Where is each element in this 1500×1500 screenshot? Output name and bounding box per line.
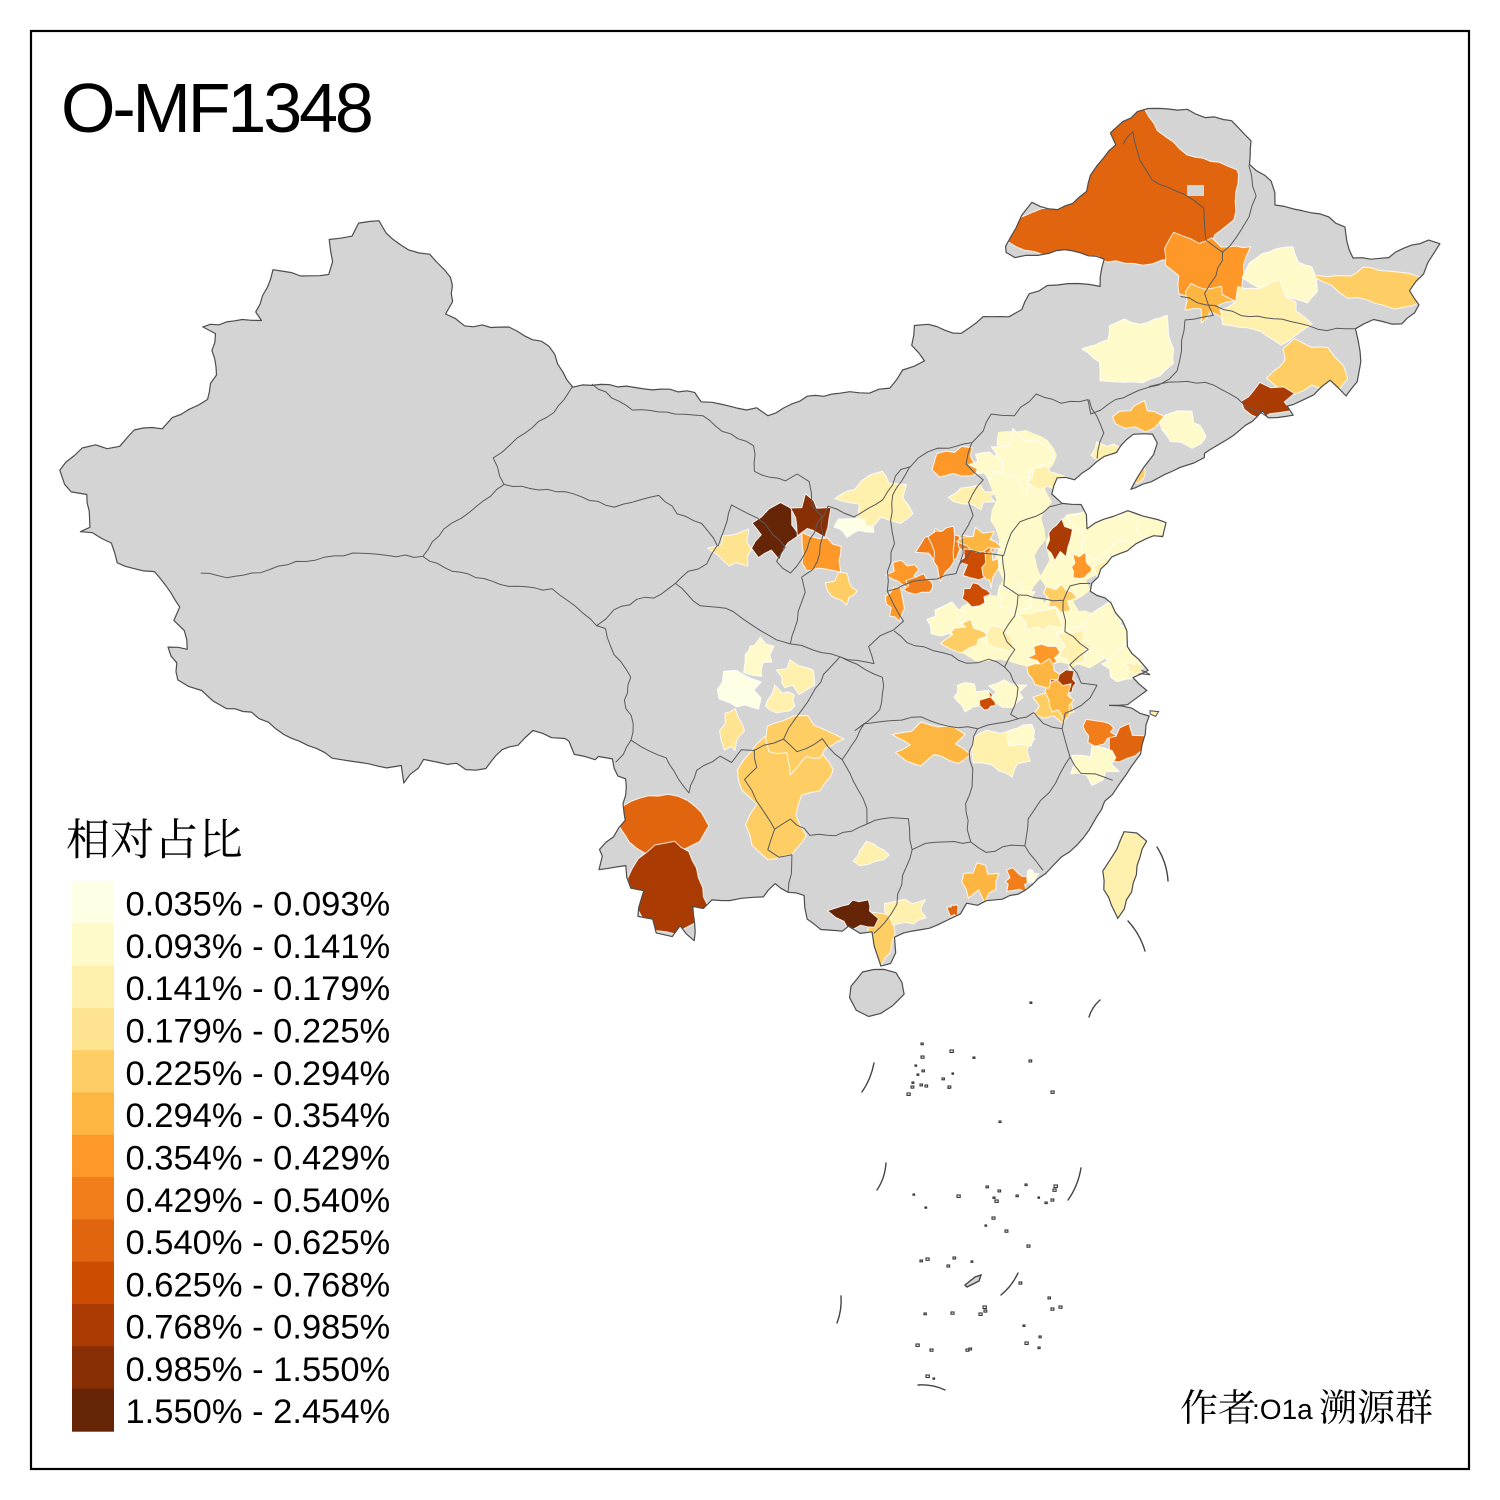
- svg-text:0.294% - 0.354%: 0.294% - 0.354%: [126, 1097, 391, 1135]
- svg-text:O-MF1348: O-MF1348: [61, 69, 371, 147]
- svg-text:0.625% - 0.768%: 0.625% - 0.768%: [126, 1266, 391, 1304]
- svg-text:0.093% - 0.141%: 0.093% - 0.141%: [126, 928, 391, 966]
- svg-text:0.141% - 0.179%: 0.141% - 0.179%: [126, 970, 391, 1008]
- svg-text:0.540% - 0.625%: 0.540% - 0.625%: [126, 1224, 391, 1262]
- svg-text:0.354% - 0.429%: 0.354% - 0.429%: [126, 1140, 391, 1178]
- svg-text:0.035% - 0.093%: 0.035% - 0.093%: [126, 886, 391, 924]
- svg-text:0.179% - 0.225%: 0.179% - 0.225%: [126, 1013, 391, 1051]
- svg-text:0.225% - 0.294%: 0.225% - 0.294%: [126, 1055, 391, 1093]
- svg-text:0.985% - 1.550%: 0.985% - 1.550%: [126, 1351, 391, 1389]
- svg-text:1.550% - 2.454%: 1.550% - 2.454%: [126, 1393, 391, 1431]
- svg-text:0.768% - 0.985%: 0.768% - 0.985%: [126, 1309, 391, 1347]
- svg-text:0.429% - 0.540%: 0.429% - 0.540%: [126, 1182, 391, 1220]
